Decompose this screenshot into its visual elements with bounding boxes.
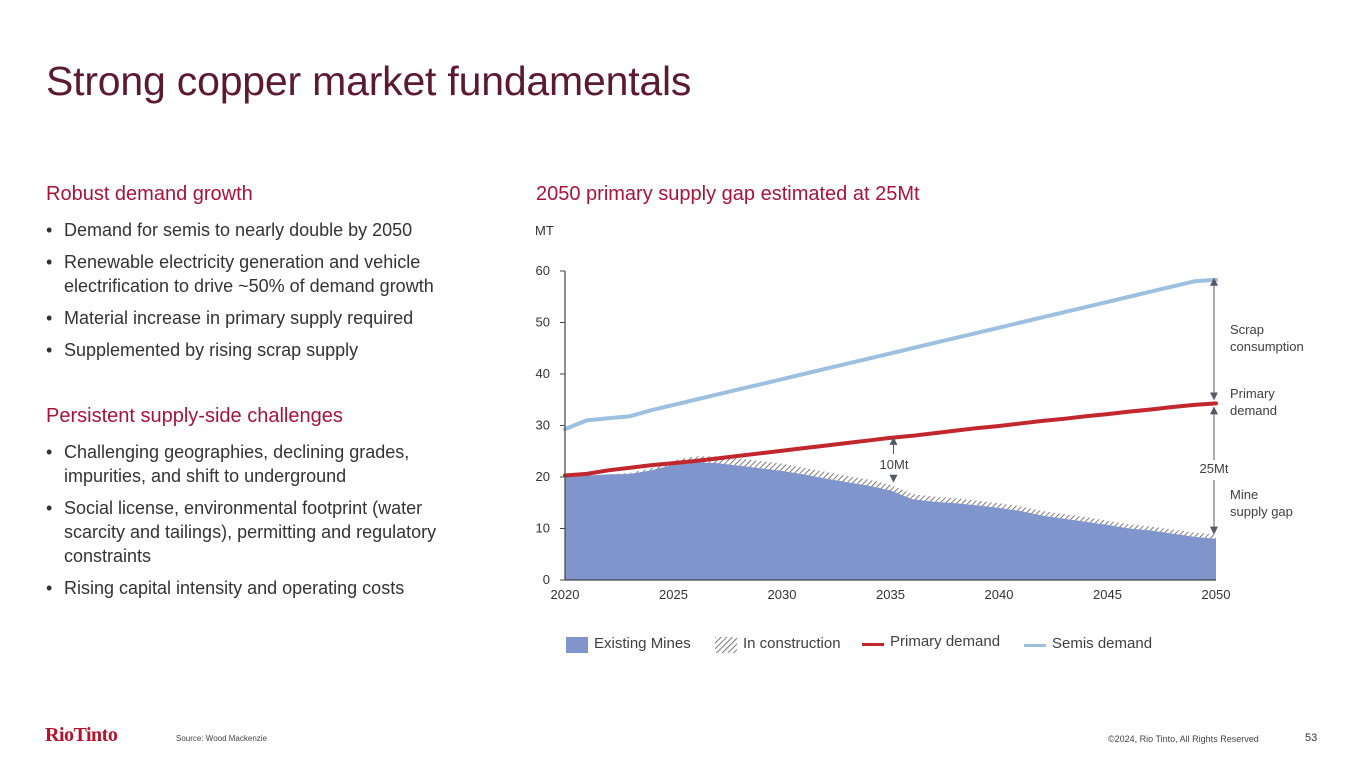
side-labels: Scrap consumption Primary demand Mine su… [880,322,1304,519]
scrap-label-line2: consumption [1230,339,1304,354]
existing-mines-area [565,462,1216,580]
x-tick-label: 2020 [551,587,580,602]
primary-label-line2: demand [1230,403,1277,418]
y-tick-label: 40 [536,366,550,381]
y-tick-label: 50 [536,315,550,330]
mid-gap-value-label: 10Mt [880,457,909,472]
y-tick-label: 0 [543,572,550,587]
legend-swatch-fill [566,637,588,653]
legend-swatch-line [1024,644,1046,647]
page-number: 53 [1305,732,1318,744]
demand-bullet: Supplemented by rising scrap supply [46,338,486,362]
legend-label: Primary demand [890,633,1001,650]
annotations [889,277,1218,535]
y-unit-label: MT [535,223,554,238]
source-note: Source: Wood Mackenzie [176,734,268,743]
demand-bullet: Demand for semis to nearly double by 205… [46,218,486,242]
semis-demand-line [563,277,1218,432]
demand-heading: Robust demand growth [46,183,253,205]
legend-label: In construction [743,635,841,652]
plot-area [563,277,1218,580]
gap-value-label: 25Mt [1200,461,1229,476]
legend-label: Existing Mines [594,635,691,652]
y-tick-label: 60 [536,263,550,278]
chart-heading: 2050 primary supply gap estimated at 25M… [536,183,920,205]
supply-heading: Persistent supply-side challenges [46,405,343,427]
supply-bullet: Social license, environmental footprint … [46,496,486,568]
y-tick-label: 30 [536,418,550,433]
x-tick-label: 2045 [1093,587,1122,602]
supply-bullet: Rising capital intensity and operating c… [46,576,486,600]
supply-bullets: Challenging geographies, declining grade… [46,440,486,608]
x-tick-label: 2040 [985,587,1014,602]
x-tick-label: 2035 [876,587,905,602]
gap-label-line2: supply gap [1230,504,1293,519]
demand-bullets: Demand for semis to nearly double by 205… [46,218,486,370]
legend-swatch-hatch [715,637,737,653]
legend-label: Semis demand [1052,635,1153,652]
primary-label-line1: Primary [1230,386,1275,401]
gap-label-line1: Mine [1230,487,1258,502]
legend-swatch-line [862,643,884,646]
scrap-label-line1: Scrap [1230,322,1264,337]
demand-bullet: Material increase in primary supply requ… [46,306,486,330]
x-tick-label: 2025 [659,587,688,602]
supply-bullet: Challenging geographies, declining grade… [46,440,486,488]
copyright: ©2024, Rio Tinto, All Rights Reserved [1108,734,1259,744]
x-tick-label: 2050 [1202,587,1231,602]
x-tick-label: 2030 [768,587,797,602]
rio-tinto-logo: RioTinto [45,724,118,746]
y-tick-label: 10 [536,521,550,536]
y-tick-label: 20 [536,469,550,484]
page-title: Strong copper market fundamentals [46,58,692,104]
demand-bullet: Renewable electricity generation and veh… [46,250,486,298]
